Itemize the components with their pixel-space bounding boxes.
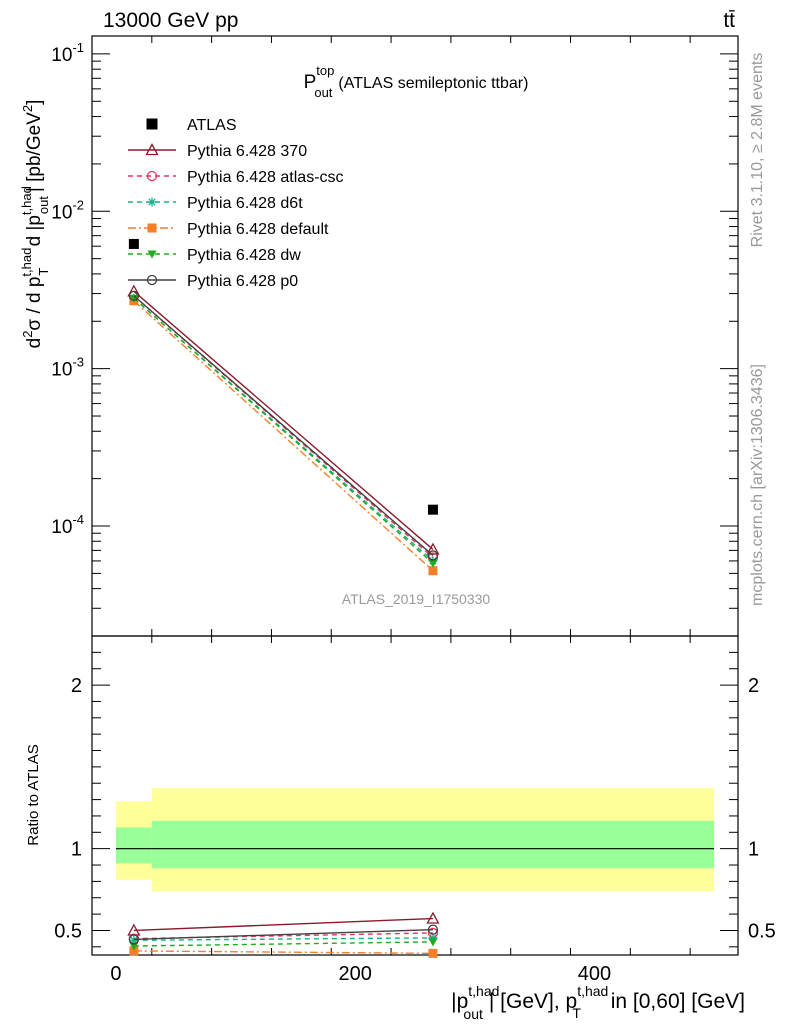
- ratio-y-tick-label-right: 0.5: [748, 920, 776, 942]
- ratio-series-line-5: [133, 928, 433, 941]
- plot-title: Ptop out (ATLAS semileptonic ttbar): [304, 63, 529, 100]
- ratio-point-3-0: [129, 946, 139, 956]
- main-series-line-6: [133, 295, 434, 556]
- legend-label-2: Pythia 6.428 atlas-csc: [187, 169, 344, 186]
- ratio-ylabel: Ratio to ATLAS: [25, 744, 42, 845]
- plot-title-main: P: [304, 72, 317, 93]
- main-point-5-1: [428, 559, 438, 568]
- main-y-tick-label: 10-3: [51, 355, 84, 381]
- legend-label-0: ATLAS: [187, 117, 237, 134]
- main-series-line-5: [133, 297, 434, 564]
- main-y-tick-label: 10-2: [51, 197, 84, 223]
- ratio-point-4-0: [129, 942, 139, 951]
- main-point-5-0: [129, 294, 139, 303]
- ratio-y-tick-label-right: 2: [748, 675, 759, 697]
- main-point-6-1: [427, 550, 439, 561]
- asterisk-stroke: [130, 936, 138, 944]
- legend-marker-3: [147, 197, 157, 207]
- ratio-y-tick-label: 2: [71, 675, 82, 697]
- legend: ATLAS Pythia 6.428 370 Pythia 6.428 atlas-…: [128, 117, 344, 290]
- legend-label-5: Pythia 6.428 dw: [187, 247, 301, 264]
- main-point-0-0: [128, 238, 139, 249]
- ratio-series-line-2: [133, 937, 433, 941]
- legend-marker-2: [146, 170, 158, 182]
- analysis-label: ATLAS_2019_I1750330: [342, 591, 491, 607]
- plot-title-sup: top: [316, 63, 334, 78]
- ratio-band-inner-0: [115, 827, 152, 864]
- x-axis-label: |pt,had out| [GeV], pt,had T in [0,60] [Ge…: [451, 983, 745, 1022]
- ratio-y-tick-label-right: 1: [748, 839, 759, 861]
- legend-marker-5: [147, 250, 157, 259]
- legend-marker-4: [147, 223, 157, 233]
- legend-label-4: Pythia 6.428 default: [187, 221, 329, 238]
- x-tick-label: 400: [578, 963, 611, 985]
- mcplots-label: mcplots.cern.ch [arXiv:1306.3436]: [749, 364, 766, 606]
- legend-label-3: Pythia 6.428 d6t: [187, 195, 303, 212]
- plot-title-rest: (ATLAS semileptonic ttbar): [338, 75, 528, 92]
- ratio-series-line-3: [133, 950, 433, 955]
- ratio-series-line-0: [133, 917, 433, 932]
- main-point-1-1: [426, 542, 440, 555]
- x-tick-label: 200: [338, 963, 371, 985]
- rivet-label: Rivet 3.1.10, ≥ 2.8M events: [749, 53, 766, 248]
- ratio-y-tick-label: 1: [71, 839, 82, 861]
- legend-label-1: Pythia 6.428 370: [187, 143, 307, 160]
- ratio-point-5-1: [427, 924, 439, 935]
- ratio-series-line-4: [133, 941, 433, 947]
- ratio-point-0-1: [426, 911, 440, 924]
- process-label: tt̄: [723, 9, 735, 32]
- plot-title-sub: out: [314, 85, 332, 100]
- main-point-4-1: [428, 566, 438, 576]
- ratio-frame: [91, 635, 739, 956]
- main-y-tick-label: 10-4: [51, 512, 84, 538]
- energy-label: 13000 GeV pp: [103, 9, 238, 32]
- ratio-point-5-0: [128, 934, 140, 945]
- legend-marker-6: [146, 274, 158, 286]
- legend-label-6: Pythia 6.428 p0: [187, 273, 298, 290]
- main-point-0-1: [427, 504, 438, 515]
- legend-marker-1: [145, 143, 159, 156]
- main-ylabel: d2σ / d pt,had T d |pt,had out| [pb/GeV2]: [19, 100, 51, 349]
- main-point-6-0: [128, 290, 140, 302]
- ratio-band-inner-1: [151, 820, 715, 869]
- main-series-line-3: [133, 297, 434, 562]
- ratio-point-4-1: [428, 938, 438, 947]
- legend-marker-0: [146, 118, 158, 130]
- ratio-point-3-1: [428, 948, 438, 958]
- ratio-panel: 0 200 400 0.5 0.5 1 1 2 2: [54, 635, 776, 985]
- main-series-line-1: [133, 290, 434, 550]
- main-panel: 10-1 10-2 10-3 10-4 ATLAS Pythia 6.428 370 Pyt…: [51, 35, 739, 637]
- main-series-line-4: [133, 300, 434, 572]
- asterisk-stroke: [148, 198, 156, 206]
- ratio-y-tick-label: 0.5: [54, 920, 82, 942]
- x-tick-label: 0: [110, 963, 121, 985]
- main-y-tick-label: 10-1: [51, 40, 84, 66]
